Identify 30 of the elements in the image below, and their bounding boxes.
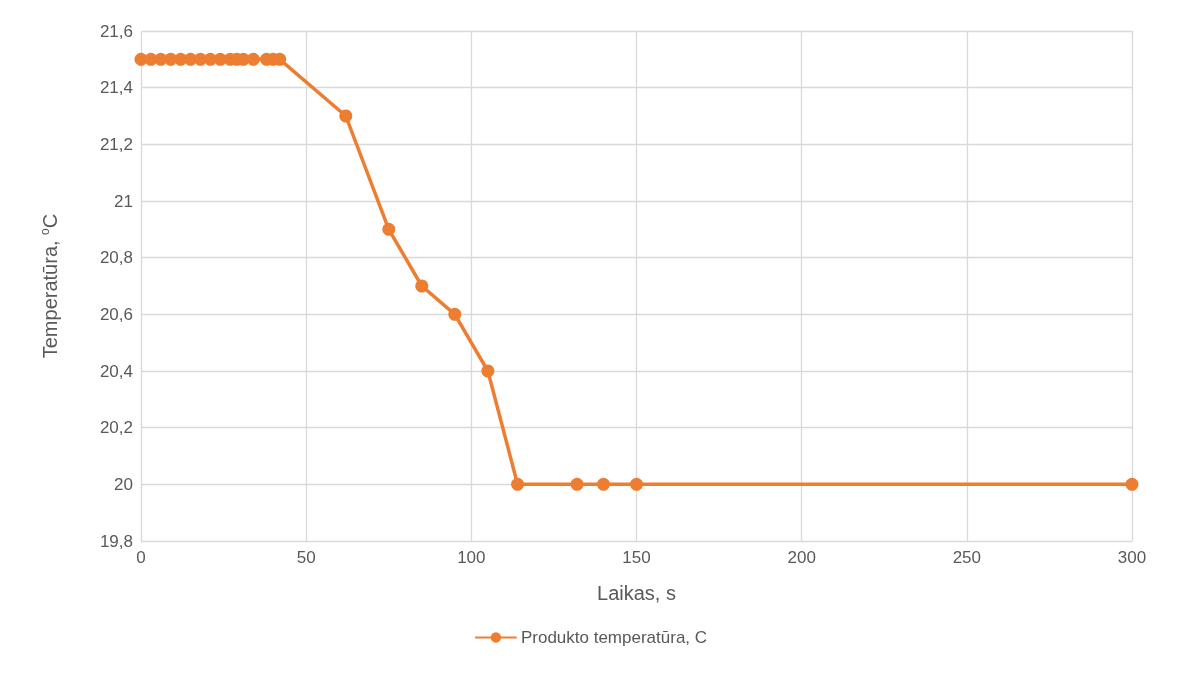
point (511, 477, 525, 491)
x-tick-label: 200 (787, 548, 816, 567)
y-tick-label: 21,4 (99, 78, 133, 98)
y-tick-label: 20,8 (99, 248, 133, 268)
x-tick-label: 100 (457, 548, 486, 567)
y-tick-label: 21,6 (99, 21, 133, 41)
point (596, 477, 610, 491)
y-tick-label: 21 (114, 191, 133, 211)
y-tick-label: 19,8 (99, 531, 133, 551)
legend-label: Produkto temperatūra, C (520, 628, 708, 647)
y-tick-label: 20 (114, 474, 133, 494)
point (1125, 477, 1139, 491)
point (246, 52, 260, 66)
y-tick-label: 20,4 (99, 361, 133, 381)
x-tick-label: 50 (296, 548, 316, 567)
point (339, 109, 353, 123)
x-axis-title: Laikas, s (597, 582, 676, 604)
x-tick-label: 0 (136, 548, 146, 567)
point (481, 364, 495, 378)
x-tick-label: 300 (1117, 548, 1147, 567)
point (448, 307, 462, 321)
x-tick-label: 250 (952, 548, 982, 567)
x-tick-label: 150 (622, 548, 651, 567)
point (415, 279, 429, 293)
y-tick-label: 21,2 (99, 134, 133, 154)
y-tick-label: 20,2 (99, 418, 133, 438)
y-tick-label: 20,6 (99, 304, 133, 324)
point (630, 477, 643, 491)
point (570, 477, 584, 491)
point (382, 222, 396, 236)
